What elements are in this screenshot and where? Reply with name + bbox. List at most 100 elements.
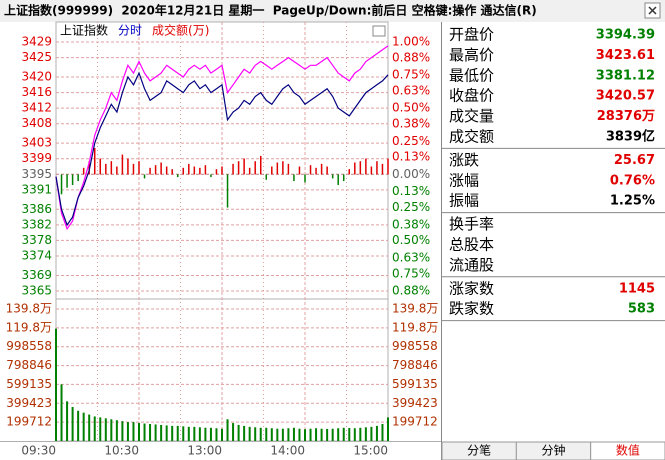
y2-tick-label: 0.13% (392, 150, 430, 164)
volume-bar (259, 427, 262, 441)
volume-bar (387, 417, 389, 441)
volume-bar (126, 422, 129, 441)
volume-bar (198, 427, 201, 441)
volume-bar (353, 428, 356, 441)
quote-label: 跌家数 (449, 300, 494, 318)
chart-header: 分时 (118, 24, 142, 38)
y-tick-label: 3416 (21, 85, 52, 99)
volume-bar (226, 419, 229, 441)
quote-value: 1.25% (610, 194, 655, 209)
y2-tick-label: 0.88% (392, 50, 430, 64)
quote-label: 涨幅 (449, 171, 479, 189)
quote-value: 0.76% (610, 173, 655, 188)
volume-tick-label-right: 399423 (392, 396, 438, 410)
y2-tick-label: 0.75% (392, 266, 430, 280)
volume-tick-label-right: 199712 (392, 415, 438, 429)
price-line (55, 45, 389, 231)
quote-label: 流通股 (449, 256, 494, 274)
volume-bar (55, 328, 57, 441)
volume-tick-label-right: 998558 (392, 339, 438, 353)
y2-tick-label: 0.75% (392, 68, 430, 82)
y-tick-label: 3412 (21, 101, 52, 115)
volume-bar (154, 424, 157, 441)
volume-bar (99, 417, 102, 441)
y-tick-label: 3374 (21, 248, 52, 262)
volume-bar (292, 427, 295, 441)
volume-bar (60, 384, 63, 441)
volume-bar (182, 426, 185, 441)
volume-bar (337, 428, 340, 441)
volume-bar (149, 424, 152, 441)
volume-bar (104, 418, 107, 441)
volume-bar (364, 427, 367, 441)
volume-bar (88, 414, 91, 441)
chart-header: 上证指数 (60, 23, 108, 38)
quote-label: 收盘价 (449, 87, 494, 105)
close-icon (648, 6, 657, 15)
volume-bar (132, 422, 135, 441)
volume-bar (143, 423, 146, 441)
y2-tick-label: 0.00% (392, 167, 430, 181)
quote-value: 1145 (619, 281, 655, 296)
volume-tick-label: 199712 (6, 415, 52, 429)
y-tick-label: 3386 (21, 202, 52, 216)
y2-tick-label: 0.38% (392, 217, 430, 231)
time-label: 14:00 (270, 444, 305, 458)
volume-bar (381, 424, 384, 441)
volume-bar (326, 428, 329, 441)
tab[interactable] (590, 441, 665, 460)
volume-tick-label: 399423 (6, 396, 52, 410)
volume-bar (165, 425, 168, 441)
tab-label[interactable]: 分钟 (541, 443, 565, 458)
y2-tick-label: 0.38% (392, 117, 430, 131)
quote-label: 涨家数 (449, 279, 494, 297)
price-line (55, 71, 389, 227)
y-tick-label: 3391 (21, 182, 52, 196)
volume-bar (375, 425, 378, 441)
y-tick-label: 3395 (21, 167, 52, 181)
volume-bar (287, 428, 290, 441)
time-label: 15:00 (353, 444, 388, 458)
y-tick-label: 3399 (21, 151, 52, 165)
volume-tick-label: 998558 (6, 339, 52, 353)
time-label: 13:00 (187, 444, 222, 458)
quote-value: 3420.57 (596, 89, 655, 104)
quote-label: 涨跌 (449, 151, 479, 169)
quote-label: 最低价 (449, 66, 494, 84)
quote-label: 成交量 (449, 107, 494, 125)
y2-tick-label: 0.25% (392, 200, 430, 214)
quote-value: 583 (628, 302, 655, 317)
volume-bar (331, 428, 334, 441)
quote-label: 开盘价 (449, 26, 494, 44)
volume-bar (66, 401, 69, 441)
volume-bar (270, 428, 273, 441)
volume-bar (71, 407, 74, 441)
y2-tick-label: 1.00% (392, 35, 430, 49)
y-tick-label: 3378 (21, 233, 52, 247)
volume-tick-label-right: 798846 (392, 358, 438, 372)
title-bar (0, 0, 665, 22)
tab-label[interactable]: 数值 (616, 443, 640, 458)
settings-icon[interactable] (372, 25, 386, 37)
volume-bar (281, 428, 284, 441)
quote-value: 3839亿 (606, 129, 655, 145)
quote-label: 成交额 (449, 128, 494, 146)
y2-tick-label: 0.50% (392, 101, 430, 115)
y2-tick-label: 0.88% (392, 284, 430, 298)
volume-bar (320, 428, 323, 441)
y2-tick-label: 0.63% (392, 84, 430, 98)
quote-label: 换手率 (449, 215, 494, 233)
volume-bar (237, 424, 240, 441)
tab-label[interactable]: 分笔 (467, 443, 491, 458)
chart-header: 成交额(万) (152, 23, 209, 38)
volume-bar (359, 427, 362, 441)
y2-tick-label: 0.50% (392, 233, 430, 247)
volume-bar (93, 416, 96, 441)
volume-bar (215, 428, 218, 441)
volume-bar (232, 423, 235, 441)
volume-tick-label: 599135 (6, 377, 52, 391)
volume-tick-label: 798846 (6, 358, 52, 372)
quote-value: 3394.39 (596, 28, 655, 43)
volume-bar (254, 427, 257, 441)
